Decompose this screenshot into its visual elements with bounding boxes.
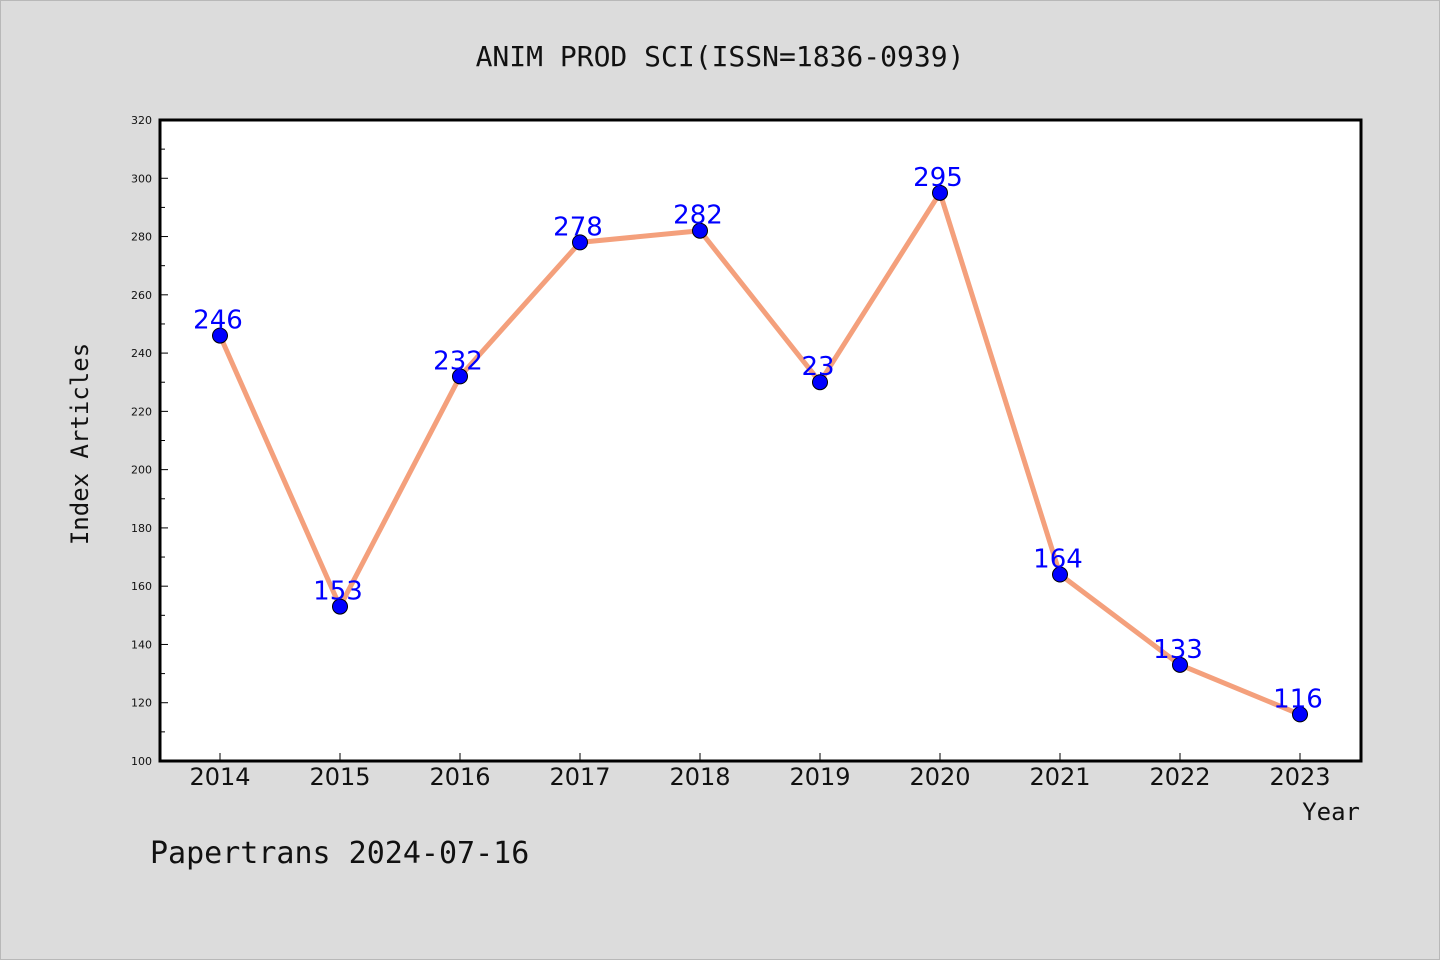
y-tick-label: 320 bbox=[131, 114, 152, 127]
data-label: 153 bbox=[313, 577, 363, 607]
y-tick-label: 220 bbox=[131, 405, 152, 418]
y-tick-label: 200 bbox=[131, 464, 152, 477]
series-line bbox=[217, 190, 1303, 717]
data-point bbox=[692, 222, 708, 239]
data-point bbox=[212, 327, 228, 344]
data-label: 278 bbox=[553, 212, 603, 242]
series-group bbox=[212, 184, 1308, 723]
data-point bbox=[452, 368, 468, 385]
x-axis-label: Year bbox=[1302, 798, 1360, 826]
data-label: 116 bbox=[1273, 684, 1323, 714]
footer-watermark: Papertrans 2024-07-16 bbox=[150, 836, 529, 871]
data-label: 246 bbox=[193, 306, 243, 336]
data-label: 295 bbox=[913, 163, 963, 193]
y-tick-label: 160 bbox=[131, 580, 152, 593]
x-axis-ticks: 2014 2015 2016 2017 2018 2019 2020 2021 2022 2023 bbox=[189, 753, 1331, 791]
x-tick-label: 2018 bbox=[669, 763, 730, 791]
data-point bbox=[1052, 566, 1068, 583]
x-tick-label: 2016 bbox=[429, 763, 490, 791]
x-tick-label: 2021 bbox=[1029, 763, 1090, 791]
data-labels: 246 153 232 278 282 23 295 164 133 116 bbox=[193, 163, 1323, 715]
x-tick-label: 2022 bbox=[1149, 763, 1210, 791]
x-tick-label: 2017 bbox=[549, 763, 610, 791]
y-tick-label: 180 bbox=[131, 522, 152, 535]
y-tick-label: 260 bbox=[131, 289, 152, 302]
y-tick-label: 120 bbox=[131, 697, 152, 710]
data-point bbox=[812, 374, 828, 391]
data-point bbox=[332, 598, 348, 615]
y-tick-label: 240 bbox=[131, 347, 152, 360]
data-label: 133 bbox=[1153, 635, 1203, 665]
chart-title: ANIM PROD SCI(ISSN=1836-0939) bbox=[476, 40, 965, 73]
x-tick-label: 2015 bbox=[309, 763, 370, 791]
data-point bbox=[572, 234, 588, 251]
x-tick-label: 2023 bbox=[1269, 763, 1330, 791]
x-tick-label: 2014 bbox=[189, 763, 250, 791]
data-point bbox=[1172, 656, 1188, 673]
x-tick-label: 2020 bbox=[909, 763, 970, 791]
y-tick-label: 100 bbox=[131, 755, 152, 768]
x-tick-label: 2019 bbox=[789, 763, 850, 791]
plot-border bbox=[158, 118, 1363, 763]
data-label: 282 bbox=[673, 201, 723, 231]
y-tick-label: 280 bbox=[131, 231, 152, 244]
plot-area bbox=[160, 120, 1361, 761]
data-point bbox=[1292, 706, 1308, 723]
data-label: 164 bbox=[1033, 545, 1083, 575]
y-axis-label: Index Articles bbox=[66, 343, 94, 545]
y-tick-label: 300 bbox=[131, 172, 152, 185]
data-point bbox=[932, 184, 948, 201]
data-label: 232 bbox=[433, 346, 483, 376]
data-label: 23 bbox=[801, 352, 834, 382]
y-tick-label: 140 bbox=[131, 638, 152, 651]
